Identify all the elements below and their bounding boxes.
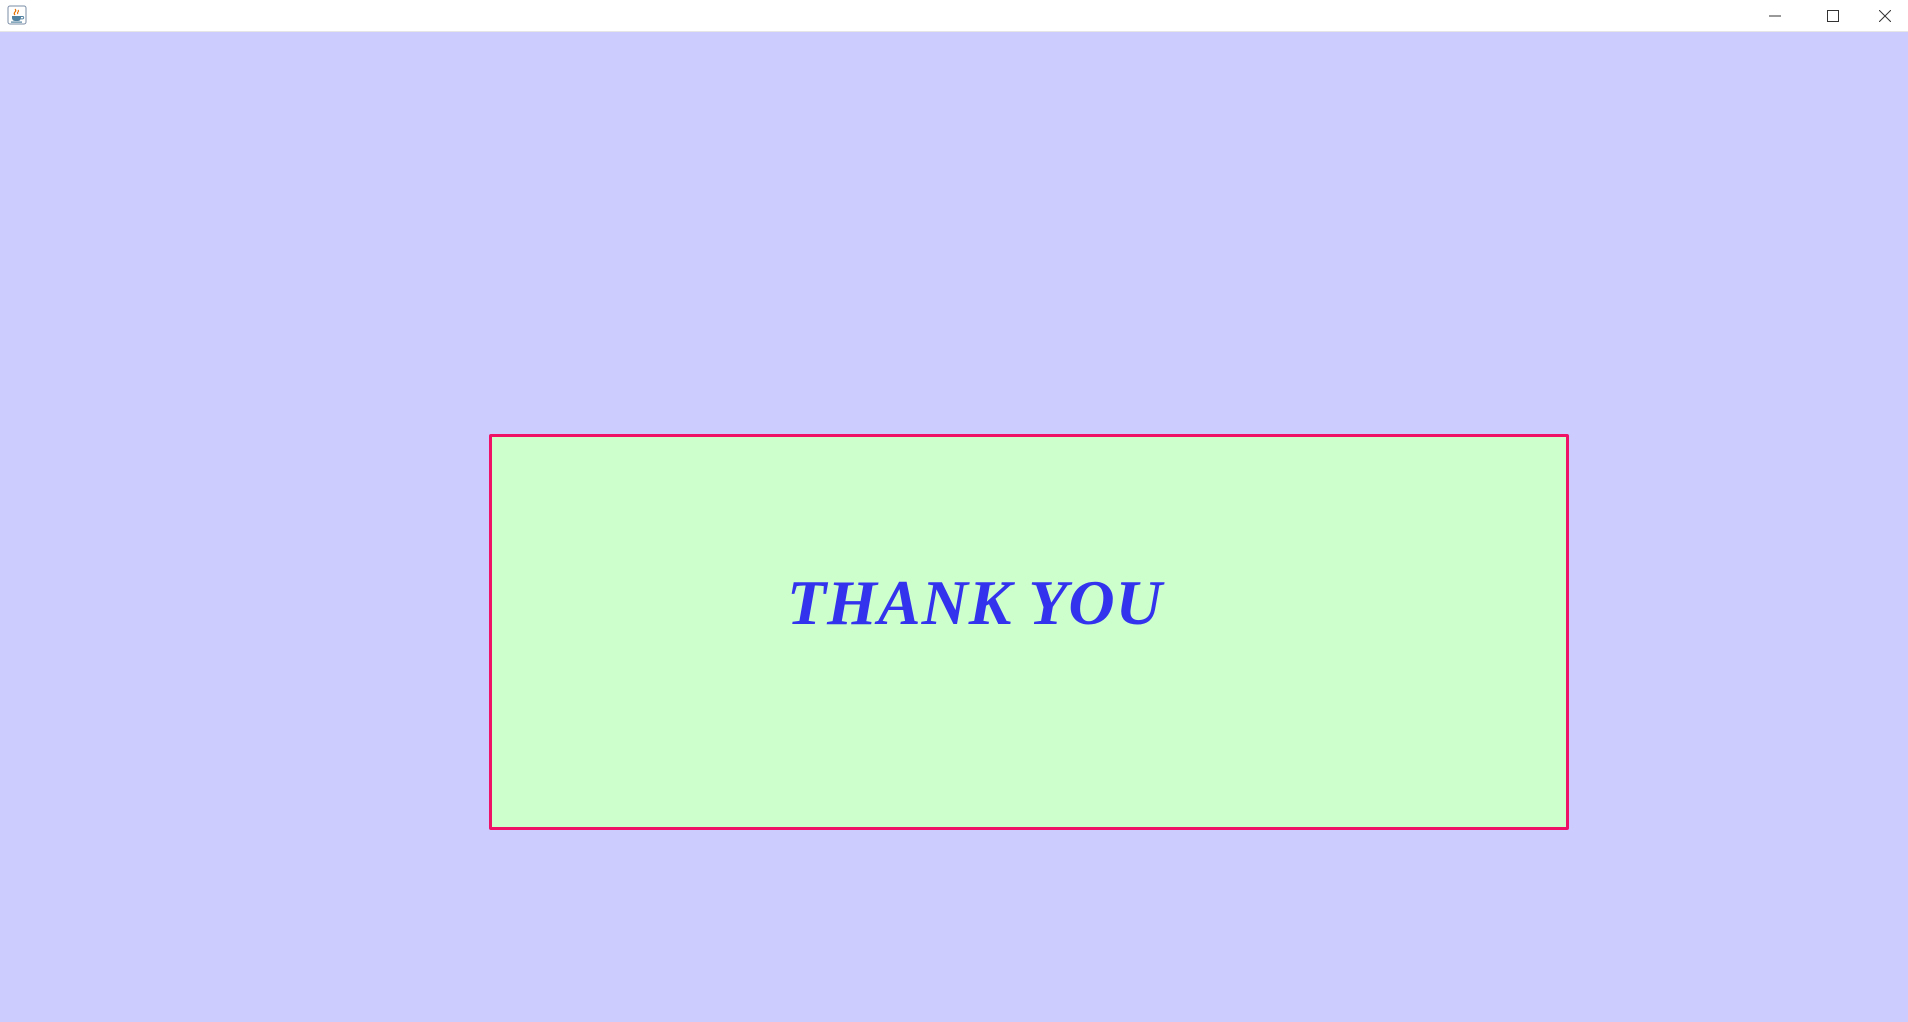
maximize-button[interactable]	[1804, 0, 1862, 32]
title-bar[interactable]	[0, 0, 1908, 32]
minimize-button[interactable]	[1746, 0, 1804, 32]
java-coffee-cup-icon[interactable]	[7, 5, 27, 25]
minimize-icon	[1769, 10, 1781, 22]
content-area: THANK YOU	[0, 32, 1908, 1022]
thank-you-message: THANK YOU	[787, 567, 1163, 638]
thank-you-panel: THANK YOU	[489, 434, 1569, 830]
close-icon	[1879, 10, 1891, 22]
maximize-icon	[1827, 10, 1839, 22]
close-button[interactable]	[1862, 0, 1908, 32]
